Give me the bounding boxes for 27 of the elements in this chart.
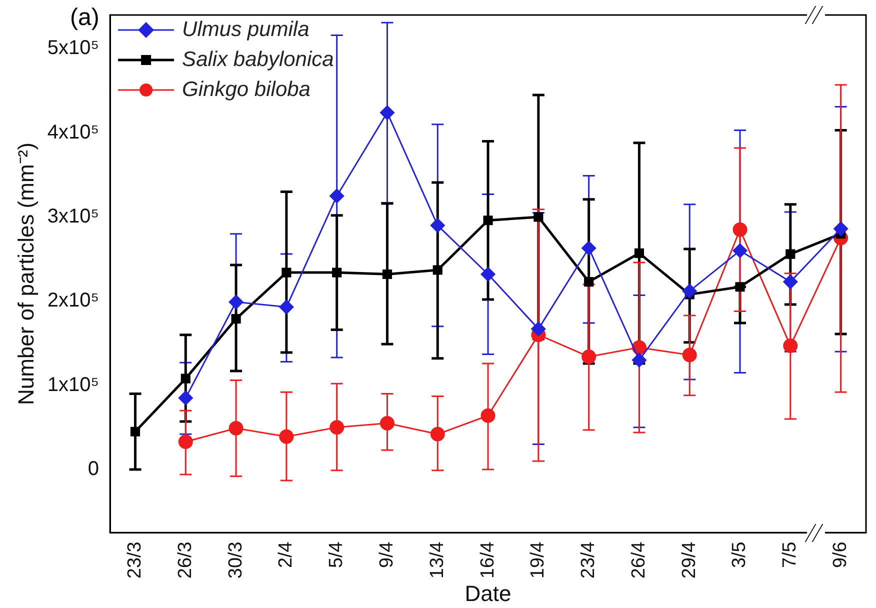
y-tick-label: 5x10⁵ <box>47 37 100 60</box>
x-tick-label: 23/3 <box>124 542 146 579</box>
y-tick-label: 1x10⁵ <box>47 374 100 396</box>
legend-label: Ginkgo biloba <box>182 78 310 101</box>
y-tick-label: 4x10⁵ <box>47 121 100 144</box>
x-tick-label: 23/4 <box>578 541 600 579</box>
x-tick-label: 5/4 <box>326 541 348 568</box>
text: (a) <box>70 4 100 32</box>
x-tick-label: 3/5 <box>729 542 750 568</box>
x-tick-label: 9/4 <box>376 541 398 568</box>
x-tick-label: 19/4 <box>528 541 549 579</box>
x-tick-label: 29/4 <box>678 541 700 579</box>
x-tick-label: 26/3 <box>174 542 196 579</box>
y-tick-label: 3x10⁵ <box>47 206 100 228</box>
x-axis-title: Date <box>464 580 512 606</box>
legend-label: Salix babylonica <box>182 48 334 71</box>
y-axis-title: Number of particles (mm⁻²) <box>13 142 38 406</box>
x-tick-label: 16/4 <box>477 541 498 579</box>
x-tick-label: 13/4 <box>426 541 448 579</box>
x-tick-label: 30/3 <box>225 542 246 579</box>
x-tick-label: 7/5 <box>780 542 801 568</box>
y-tick-label: 0 <box>88 458 100 480</box>
x-tick-label: 2/4 <box>276 541 297 568</box>
y-tick-label: 2x10⁵ <box>47 290 100 312</box>
x-tick-label: 9/6 <box>830 542 852 568</box>
legend-label: Ulmus pumila <box>182 18 310 41</box>
x-tick-label: 26/4 <box>628 541 650 579</box>
